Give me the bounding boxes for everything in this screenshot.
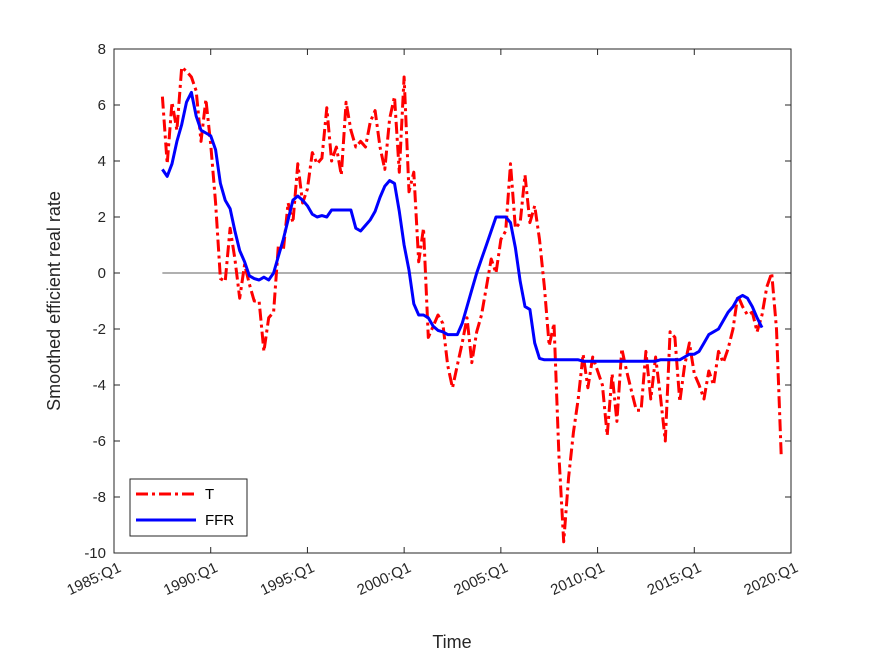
y-tick-label: 0 bbox=[98, 265, 106, 282]
x-tick-label: 2010:Q1 bbox=[548, 559, 607, 599]
legend-label-T: T bbox=[205, 486, 214, 503]
plot-frame bbox=[113, 48, 792, 554]
y-tick-label: 2 bbox=[98, 209, 106, 226]
y-tick-label: 8 bbox=[98, 41, 106, 58]
legend-label-FFR: FFR bbox=[205, 512, 234, 529]
x-tick-label: 2000:Q1 bbox=[354, 559, 413, 599]
plot-background bbox=[114, 49, 791, 553]
series-line-ffr bbox=[161, 90, 764, 363]
y-tick-label: 4 bbox=[98, 153, 106, 170]
legend-box bbox=[129, 478, 248, 537]
x-tick-label: 2020:Q1 bbox=[741, 559, 800, 599]
series-line-t bbox=[160, 65, 783, 544]
x-tick-label: 2015:Q1 bbox=[645, 559, 704, 599]
y-tick-label: -6 bbox=[93, 433, 106, 450]
series-layer bbox=[160, 65, 783, 544]
x-tick-label: 2005:Q1 bbox=[451, 559, 510, 599]
y-axis-label: Smoothed efficient real rate bbox=[44, 191, 64, 411]
y-tick-label: -8 bbox=[93, 489, 106, 506]
y-tick-label: -10 bbox=[84, 545, 106, 562]
y-tick-label: -2 bbox=[93, 321, 106, 338]
y-tick-label: -4 bbox=[93, 377, 106, 394]
x-axis-label: Time bbox=[432, 632, 471, 652]
x-tick-label: 1995:Q1 bbox=[258, 559, 317, 599]
x-tick-label: 1985:Q1 bbox=[64, 559, 123, 599]
x-tick-label: 1990:Q1 bbox=[161, 559, 220, 599]
legend: T FFR bbox=[129, 478, 248, 537]
y-tick-label: 6 bbox=[98, 97, 106, 114]
